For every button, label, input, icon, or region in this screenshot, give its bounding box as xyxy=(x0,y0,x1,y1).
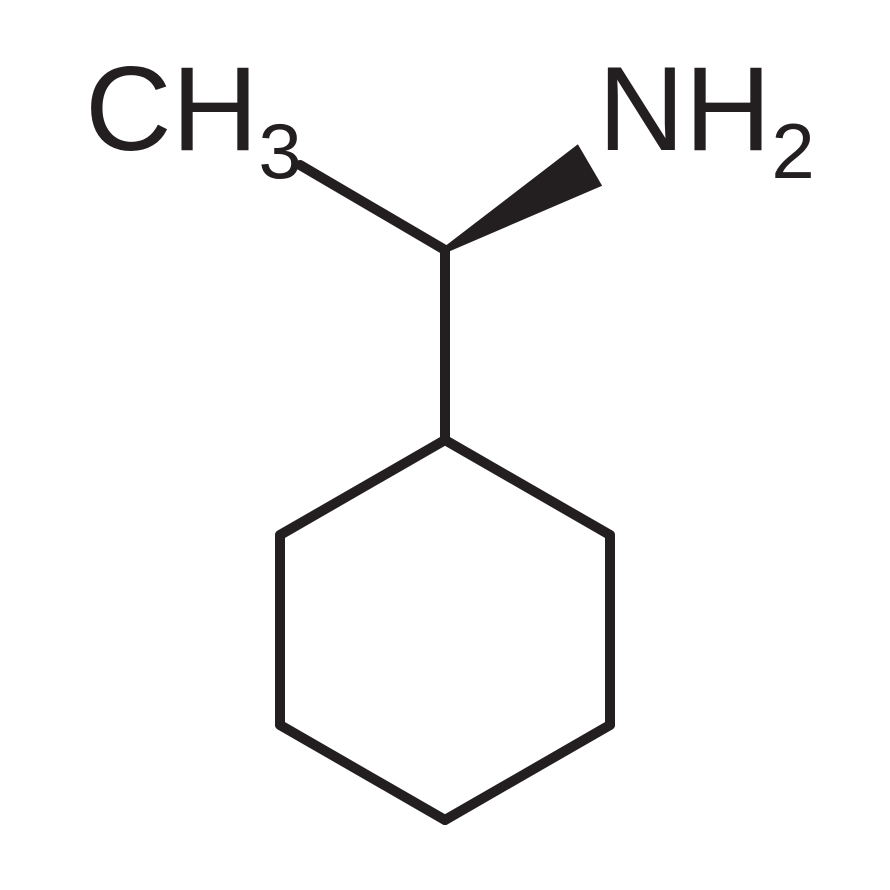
ch3-subscript: 3 xyxy=(258,107,301,195)
wedge-bond xyxy=(443,144,602,252)
amine-label: NH2 xyxy=(598,42,815,195)
bonds-layer xyxy=(280,144,610,820)
ch3-text: CH xyxy=(85,42,258,176)
chemical-structure-diagram: CH3 NH2 xyxy=(0,0,890,890)
nh2-subscript: 2 xyxy=(771,107,814,195)
nh2-text: NH xyxy=(598,42,771,176)
methyl-label: CH3 xyxy=(85,42,302,195)
labels-layer: CH3 NH2 xyxy=(85,42,815,195)
